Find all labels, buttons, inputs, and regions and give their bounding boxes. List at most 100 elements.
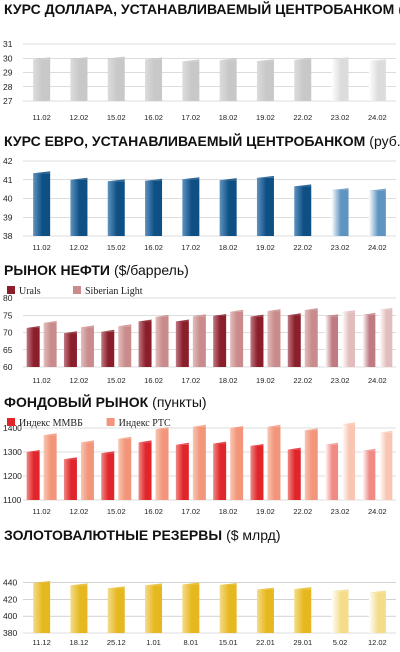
y-tick-label: 40 <box>3 194 13 204</box>
bar-cap <box>145 57 163 60</box>
bar-cap <box>107 179 125 182</box>
x-tick-label: 19.02 <box>256 243 275 252</box>
bar-cap <box>294 184 312 187</box>
bar <box>145 59 163 101</box>
x-tick-label: 22.02 <box>293 376 312 385</box>
bar-cap <box>118 324 132 327</box>
bar <box>182 584 200 633</box>
y-tick-label: 75 <box>3 310 13 320</box>
x-tick-label: 17.02 <box>181 507 200 516</box>
bar <box>192 426 206 500</box>
bar-cap <box>26 326 40 329</box>
x-tick-label: 24.02 <box>368 507 387 516</box>
bar <box>182 61 200 101</box>
x-tick-label: 12.02 <box>70 376 89 385</box>
bar-cap <box>256 59 274 62</box>
bar-cap <box>304 428 318 431</box>
x-tick-label: 12.02 <box>368 638 387 647</box>
bar-cap <box>304 308 318 311</box>
bar <box>342 312 356 367</box>
chart-unit-5: ($ млрд) <box>226 527 280 543</box>
bar-cap <box>287 447 301 450</box>
legend-label: Urals <box>19 286 41 297</box>
bar <box>331 591 349 633</box>
bar <box>219 180 237 236</box>
chart-title-4: ФОНДОВЫЙ РЫНОК (пункты) <box>4 393 207 410</box>
chart-title-3: РЫНОК НЕФТИ ($/баррель) <box>4 262 189 278</box>
bar-cap <box>379 307 393 310</box>
bar <box>33 59 51 101</box>
y-tick-label: 29 <box>3 68 13 78</box>
bar-cap <box>379 430 393 433</box>
bar-cap <box>342 422 356 425</box>
bar <box>63 333 77 367</box>
chart-panel-2: КУРС ЕВРО, УСТАНАВЛИВАЕМЫЙ ЦЕНТРОБАНКОМ(… <box>3 132 400 252</box>
bar-cap <box>43 320 57 323</box>
x-tick-label: 12.02 <box>70 243 89 252</box>
x-tick-label: 18.02 <box>219 243 238 252</box>
bar <box>155 316 169 367</box>
bar-cap <box>107 586 125 589</box>
x-tick-label: 16.02 <box>144 507 163 516</box>
bar <box>107 588 125 633</box>
x-tick-label: 15.02 <box>107 507 126 516</box>
bar <box>325 316 339 367</box>
chart-unit-2: (руб./€) <box>369 133 400 149</box>
bar-cap <box>182 582 200 585</box>
x-tick-label: 22.02 <box>293 113 312 122</box>
bar-cap <box>250 444 264 446</box>
bar-cap <box>26 450 40 452</box>
legend-swatch <box>7 286 15 294</box>
bar-cap <box>155 427 169 430</box>
x-tick-label: 15.01 <box>219 638 238 647</box>
bar-cap <box>294 57 312 60</box>
x-tick-label: 25.12 <box>107 638 126 647</box>
bar-cap <box>101 329 115 332</box>
bar-cap <box>118 436 132 439</box>
bar-cap <box>331 56 349 59</box>
bar <box>101 331 115 367</box>
bar <box>33 173 51 236</box>
bar <box>294 589 312 633</box>
bar <box>213 315 227 367</box>
y-tick-label: 420 <box>3 594 17 604</box>
y-tick-label: 39 <box>3 212 13 222</box>
bar-cap <box>145 583 163 586</box>
bar <box>118 326 132 367</box>
chart-panel-5: ЗОЛОТОВАЛЮТНЫЕ РЕЗЕРВЫ ($ млрд) 380 400 420 4… <box>3 527 396 647</box>
bar-cap <box>43 433 57 436</box>
bar-cap <box>70 177 88 180</box>
bar <box>256 589 274 633</box>
bar-cap <box>219 58 237 61</box>
x-tick-label: 11.02 <box>33 376 51 385</box>
bar <box>175 321 189 367</box>
bar <box>219 584 237 633</box>
bar-cap <box>192 314 206 317</box>
x-tick-label: 24.02 <box>368 113 387 122</box>
bar <box>325 444 339 500</box>
y-tick-label: 41 <box>3 175 13 185</box>
bar <box>175 444 189 500</box>
legend-swatch <box>106 418 115 426</box>
x-tick-label: 23.02 <box>331 113 350 122</box>
x-tick-label: 19.02 <box>256 113 275 122</box>
bar-cap <box>33 57 51 60</box>
chart-panel-3: РЫНОК НЕФТИ ($/баррель) 60 65 70 75 80 Urals Sib… <box>3 262 396 385</box>
bar-cap <box>219 582 237 585</box>
bar <box>182 179 200 236</box>
y-tick-label: 80 <box>3 293 13 303</box>
x-tick-label: 18.02 <box>219 113 238 122</box>
bar <box>342 424 356 500</box>
legend-label: Siberian Light <box>85 286 143 297</box>
bar-cap <box>70 56 88 59</box>
y-tick-label: 70 <box>3 328 13 338</box>
bar <box>256 61 274 101</box>
bar-cap <box>175 442 189 445</box>
bar <box>219 60 237 101</box>
legend-swatch <box>7 418 15 426</box>
bar-cap <box>213 313 227 316</box>
bar <box>287 315 301 367</box>
bar-cap <box>250 314 264 317</box>
bar <box>155 429 169 500</box>
bar <box>213 443 227 500</box>
